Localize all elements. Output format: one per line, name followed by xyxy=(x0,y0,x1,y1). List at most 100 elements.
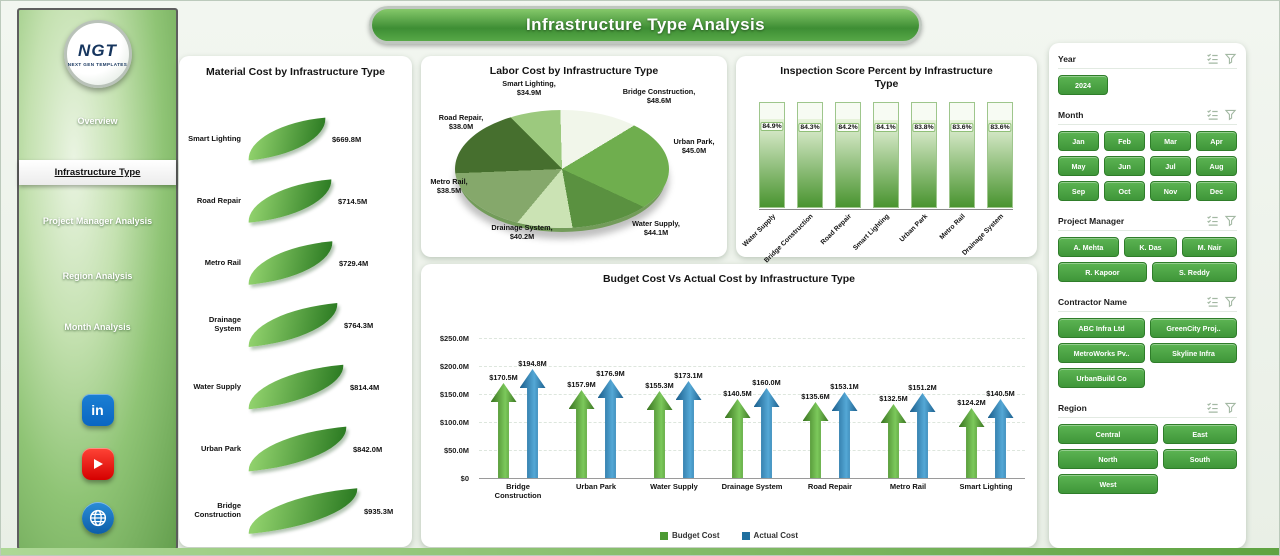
category-label: Bridge Construction xyxy=(494,482,542,500)
filter-header: Year xyxy=(1058,52,1237,69)
category-label: Road Repair xyxy=(819,213,853,247)
filter-option-jan[interactable]: Jan xyxy=(1058,131,1099,151)
filter-option-mar[interactable]: Mar xyxy=(1150,131,1191,151)
category-label: Metro Rail xyxy=(938,213,967,242)
budget-cost-bar[interactable] xyxy=(568,390,595,478)
actual-legend-swatch xyxy=(741,531,750,540)
filter-option-m-nair[interactable]: M. Nair xyxy=(1182,237,1238,257)
filter-option-r-kapoor[interactable]: R. Kapoor xyxy=(1058,262,1147,282)
filter-option-west[interactable]: West xyxy=(1058,474,1158,494)
filter-option-sep[interactable]: Sep xyxy=(1058,181,1099,201)
budget-cost-bar[interactable] xyxy=(646,391,673,478)
filter-funnel-icon[interactable] xyxy=(1224,295,1237,308)
sidebar-item-project-manager-analysis[interactable]: Project Manager Analysis xyxy=(42,216,153,226)
category-group: $132.5M $151.2M xyxy=(869,338,947,478)
globe-icon[interactable] xyxy=(81,502,114,534)
filter-option-jul[interactable]: Jul xyxy=(1150,156,1191,176)
y-tick-label: $150.0M xyxy=(439,390,469,399)
filter-option-east[interactable]: East xyxy=(1162,424,1237,444)
filter-option-north[interactable]: North xyxy=(1058,449,1158,469)
budget-cost-bar[interactable] xyxy=(724,399,751,478)
actual-cost-bar[interactable] xyxy=(753,388,780,478)
budget-cost-bar[interactable] xyxy=(802,402,829,478)
actual-cost-bar[interactable] xyxy=(909,393,936,478)
slicer-list-icon[interactable] xyxy=(1206,401,1219,414)
material-bar[interactable] xyxy=(245,303,341,347)
filter-option-abc-infra-ltd[interactable]: ABC Infra Ltd xyxy=(1058,318,1145,338)
filter-option-k-das[interactable]: K. Das xyxy=(1123,237,1178,257)
pie-slice-label: Metro Rail, $38.5M xyxy=(430,177,468,195)
filter-option-a-mehta[interactable]: A. Mehta xyxy=(1058,237,1119,257)
sidebar-item-infrastructure-type[interactable]: Infrastructure Type xyxy=(19,160,176,185)
filter-option-greencity-proj[interactable]: GreenCity Proj.. xyxy=(1150,318,1237,338)
pie-slice-label: Bridge Construction, $48.6M xyxy=(622,87,696,105)
sidebar-item-overview[interactable]: Overview xyxy=(77,116,118,126)
filter-option-dec[interactable]: Dec xyxy=(1196,181,1237,201)
filter-option-nov[interactable]: Nov xyxy=(1150,181,1191,201)
actual-cost-bar[interactable] xyxy=(597,379,624,478)
filter-option-skyline-infra[interactable]: Skyline Infra xyxy=(1150,343,1237,363)
filter-funnel-icon[interactable] xyxy=(1224,52,1237,65)
ngt-logo[interactable]: NGT NEXT GEN TEMPLATES xyxy=(19,20,176,88)
filter-option-may[interactable]: May xyxy=(1058,156,1099,176)
category-label: Bridge Construction xyxy=(194,501,241,519)
inspection-bar[interactable]: 83.6% xyxy=(949,102,975,208)
actual-cost-bar[interactable] xyxy=(987,399,1014,478)
inspection-bar[interactable]: 84.9% xyxy=(759,102,785,208)
material-bar[interactable] xyxy=(245,364,347,410)
material-bar[interactable] xyxy=(245,488,361,534)
inspection-bar[interactable]: 84.3% xyxy=(797,102,823,208)
category-label: Drainage System xyxy=(960,213,1005,257)
labor-cost-panel: Labor Cost by Infrastructure Type Smart … xyxy=(421,56,727,257)
filter-option-south[interactable]: South xyxy=(1162,449,1237,469)
gridline xyxy=(479,450,1025,451)
filter-option-oct[interactable]: Oct xyxy=(1104,181,1145,201)
filter-option-apr[interactable]: Apr xyxy=(1196,131,1237,151)
filter-label: Month xyxy=(1058,109,1084,120)
bar-groups: $170.5M $194.8M $157.9M $176.9M $155.3M $173.… xyxy=(479,338,1025,478)
filter-option-central[interactable]: Central xyxy=(1058,424,1158,444)
material-bar[interactable] xyxy=(245,426,350,472)
filter-option-s-reddy[interactable]: S. Reddy xyxy=(1151,262,1238,282)
filter-funnel-icon[interactable] xyxy=(1224,214,1237,227)
filter-option-jun[interactable]: Jun xyxy=(1104,156,1145,176)
inspection-bar[interactable]: 83.6% xyxy=(987,102,1013,208)
filter-option-urbanbuild-co[interactable]: UrbanBuild Co xyxy=(1058,368,1145,388)
slicer-list-icon[interactable] xyxy=(1206,214,1219,227)
sidebar-item-month-analysis[interactable]: Month Analysis xyxy=(64,322,131,332)
percent-label: 84.9% xyxy=(760,122,784,131)
material-bar[interactable] xyxy=(245,117,329,161)
slicer-list-icon[interactable] xyxy=(1206,52,1219,65)
actual-cost-bar[interactable] xyxy=(519,369,546,478)
category-label: Smart Lighting xyxy=(852,213,891,252)
actual-cost-column: $194.8M xyxy=(518,359,547,478)
filter-option-feb[interactable]: Feb xyxy=(1104,131,1145,151)
y-tick-label: $100.0M xyxy=(439,418,469,427)
budget-cost-bar[interactable] xyxy=(958,408,985,478)
sidebar-item-region-analysis[interactable]: Region Analysis xyxy=(62,271,133,281)
inspection-bar[interactable]: 84.1% xyxy=(873,102,899,208)
budget-cost-bar[interactable] xyxy=(490,383,517,478)
filter-icons xyxy=(1206,108,1237,121)
filter-option-metroworks-pv[interactable]: MetroWorks Pv.. xyxy=(1058,343,1145,363)
filter-funnel-icon[interactable] xyxy=(1224,108,1237,121)
actual-cost-column: $160.0M xyxy=(752,378,781,478)
slicer-list-icon[interactable] xyxy=(1206,108,1219,121)
inspection-bar[interactable]: 83.8% xyxy=(911,102,937,208)
youtube-icon[interactable] xyxy=(81,448,114,480)
material-bar[interactable] xyxy=(245,241,336,285)
budget-cost-bar[interactable] xyxy=(880,404,907,478)
category-group: $124.2M $140.5M xyxy=(947,338,1025,478)
actual-cost-bar[interactable] xyxy=(675,381,702,478)
filter-option-2024[interactable]: 2024 xyxy=(1058,75,1108,95)
inspection-bar[interactable]: 84.2% xyxy=(835,102,861,208)
actual-cost-bar[interactable] xyxy=(831,392,858,478)
filter-option-aug[interactable]: Aug xyxy=(1196,156,1237,176)
linkedin-icon[interactable] xyxy=(81,394,114,426)
slicer-list-icon[interactable] xyxy=(1206,295,1219,308)
pie[interactable] xyxy=(455,110,669,228)
material-bar[interactable] xyxy=(245,179,335,223)
filter-funnel-icon[interactable] xyxy=(1224,401,1237,414)
budget-cost-column: $157.9M xyxy=(567,380,596,478)
percent-label: 84.3% xyxy=(798,123,822,132)
